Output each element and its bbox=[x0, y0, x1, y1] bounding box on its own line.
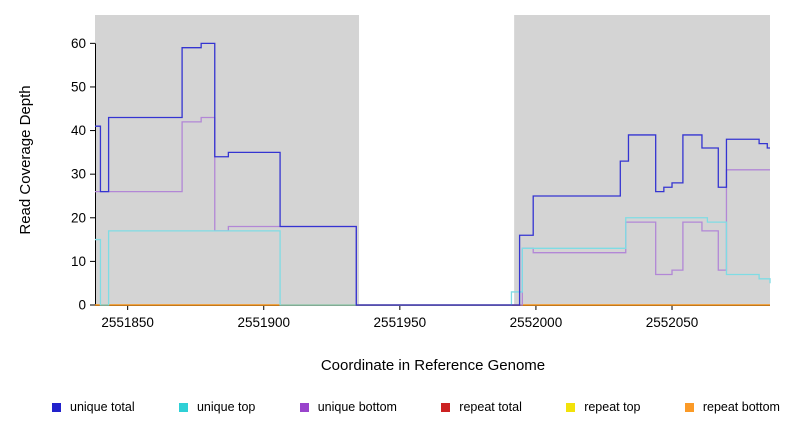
legend-item-unique-top: unique top bbox=[178, 400, 256, 414]
y-axis-title: Read Coverage Depth bbox=[17, 85, 34, 234]
x-tick-label: 2551850 bbox=[101, 315, 154, 330]
series-line-unique-total bbox=[95, 42, 770, 306]
legend-swatch-repeat-top bbox=[566, 402, 576, 412]
legend-label-unique-bottom: unique bottom bbox=[317, 400, 397, 414]
legend-label-unique-top: unique top bbox=[196, 400, 256, 414]
legend-item-repeat-bottom: repeat bottom bbox=[684, 400, 780, 414]
legend-swatch-repeat-bottom bbox=[684, 402, 694, 412]
legend-item-repeat-top: repeat top bbox=[566, 400, 640, 414]
legend-label-repeat-bottom: repeat bottom bbox=[702, 400, 780, 414]
y-tick-label: 10 bbox=[71, 254, 86, 269]
x-tick-label: 2552050 bbox=[646, 315, 699, 330]
series-line-unique-bottom bbox=[95, 116, 770, 306]
x-tick-label: 2552000 bbox=[510, 315, 563, 330]
x-tick-label: 2551950 bbox=[374, 315, 427, 330]
legend-swatch-unique-top bbox=[178, 402, 188, 412]
legend-swatch-unique-total bbox=[52, 402, 61, 412]
series-line-unique-top bbox=[95, 217, 771, 306]
legend-item-unique-total: unique total bbox=[52, 400, 135, 414]
shaded-region-2 bbox=[514, 15, 770, 305]
shaded-region-1 bbox=[95, 15, 360, 305]
legend-swatch-repeat-total bbox=[441, 402, 451, 412]
coverage-chart: 2551850 2551900 2551950 2552000 2552050 0 10 20… bbox=[17, 15, 771, 330]
legend-label-unique-total: unique total bbox=[70, 400, 135, 414]
y-tick-label: 60 bbox=[71, 36, 86, 51]
legend-item-unique-bottom: unique bottom bbox=[299, 400, 397, 414]
y-tick-label: 0 bbox=[78, 298, 86, 313]
y-tick-label: 40 bbox=[71, 123, 86, 138]
legend-label-repeat-total: repeat total bbox=[459, 400, 522, 414]
legend: unique total unique top unique bottom repea… bbox=[0, 400, 792, 414]
x-tick-label: 2551900 bbox=[237, 315, 290, 330]
y-tick-label: 20 bbox=[71, 210, 86, 225]
y-tick-label: 30 bbox=[71, 167, 86, 182]
legend-label-repeat-top: repeat top bbox=[584, 400, 641, 414]
x-axis-title: Coordinate in Reference Genome bbox=[320, 357, 546, 374]
y-tick-label: 50 bbox=[71, 79, 86, 94]
legend-swatch-unique-bottom bbox=[299, 402, 309, 412]
legend-item-repeat-total: repeat total bbox=[441, 400, 522, 414]
